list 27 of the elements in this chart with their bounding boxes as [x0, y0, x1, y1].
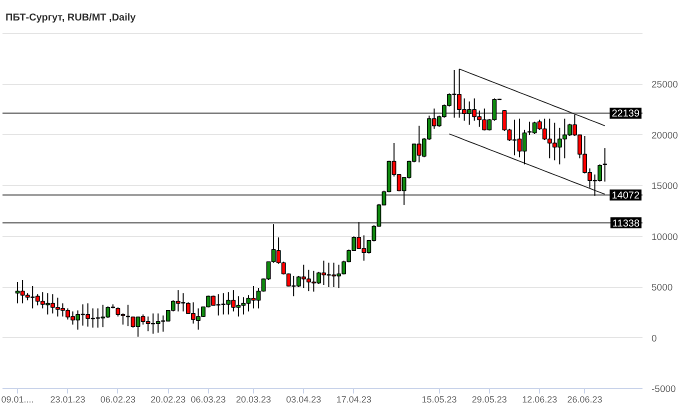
x-tick-label: 20.03.23	[236, 394, 272, 404]
candlestick	[602, 148, 608, 182]
x-tick-label: 03.04.23	[286, 394, 322, 404]
x-tick-label: 09.01....	[1, 394, 34, 404]
ref-line-label: 11338	[612, 218, 640, 230]
x-tick-label: 15.05.23	[422, 394, 457, 404]
y-tick-label: 5000	[652, 282, 673, 294]
chart-title: ПБТ-Сургут, RUB/MT ,Daily	[6, 12, 136, 24]
line-series	[448, 133, 606, 195]
x-tick-label: 12.06.23	[522, 394, 558, 404]
x-tick-label: 06.03.23	[190, 394, 226, 404]
y-tick-label: 0	[652, 333, 657, 344]
ref-line-label: 22139	[612, 108, 640, 120]
y-tick-label: 15000	[652, 181, 678, 192]
ref-line-label: 14072	[612, 190, 640, 202]
x-tick-label: 26.06.23	[567, 394, 602, 404]
x-tick-label: 17.04.23	[336, 394, 372, 404]
candlestick	[220, 292, 226, 315]
x-tick-label: 20.02.23	[150, 394, 186, 404]
line-series	[458, 68, 606, 126]
y-tick-label: 20000	[652, 130, 678, 142]
y-tick-label: -5000	[652, 384, 676, 395]
y-tick-label: 10000	[652, 232, 678, 243]
x-tick-label: 29.05.23	[472, 394, 507, 404]
x-tick-label: 23.01.23	[50, 394, 86, 404]
x-tick-label: 06.02.23	[100, 394, 136, 404]
y-tick-label: 25000	[652, 80, 678, 91]
